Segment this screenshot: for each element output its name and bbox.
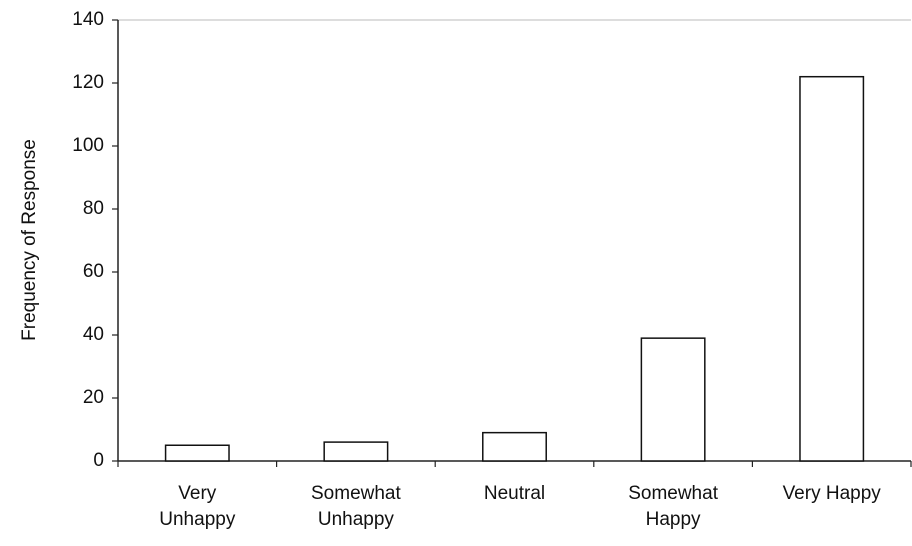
y-axis-label: Frequency of Response <box>19 139 40 341</box>
bar <box>640 337 706 462</box>
x-tick-label: Very Happy <box>782 483 881 504</box>
y-tick-label: 0 <box>93 450 104 471</box>
y-tick-label: 80 <box>83 198 104 219</box>
y-tick-label: 40 <box>83 324 104 345</box>
bar <box>323 441 389 462</box>
bar <box>164 444 230 462</box>
y-tick-label: 140 <box>72 9 104 30</box>
y-tick-label: 20 <box>83 387 104 408</box>
y-tick-label: 120 <box>72 72 104 93</box>
x-tick-label: Very Unhappy <box>159 483 236 530</box>
x-tick-label: Somewhat Happy <box>628 483 718 530</box>
x-tick-label: Neutral <box>483 483 546 504</box>
x-tick-label: Somewhat Unhappy <box>311 483 401 530</box>
bar <box>799 75 865 462</box>
y-tick-label: 60 <box>83 261 104 282</box>
bar <box>482 431 547 462</box>
y-tick-label: 100 <box>72 135 104 156</box>
